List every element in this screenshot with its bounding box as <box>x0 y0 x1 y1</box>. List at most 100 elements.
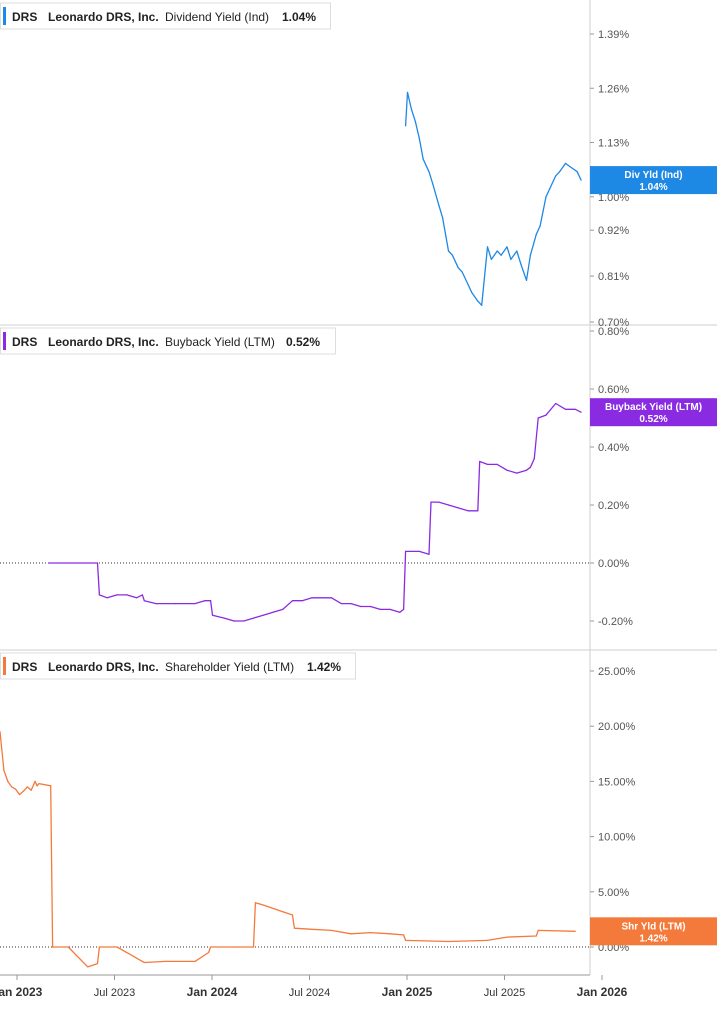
dividend-data-point <box>477 301 478 302</box>
buyback-data-point <box>204 600 205 601</box>
shareholder-data-point <box>87 966 88 967</box>
buyback-data-point <box>243 620 244 621</box>
buyback-data-point <box>538 417 539 418</box>
dividend-data-point <box>559 171 560 172</box>
buyback-data-point <box>263 615 264 616</box>
buyback-data-point <box>321 597 322 598</box>
dividend-data-point <box>491 259 492 260</box>
dividend-data-point <box>545 196 546 197</box>
buyback-data-point <box>428 554 429 555</box>
buyback-data-point <box>555 403 556 404</box>
y-tick-label: 0.60% <box>598 384 629 396</box>
buyback-data-point <box>438 502 439 503</box>
shareholder-data-point <box>31 790 32 791</box>
dividend-data-point <box>467 284 468 285</box>
shareholder-data-point <box>165 961 166 962</box>
shareholder-data-point <box>506 936 507 937</box>
buyback-data-point <box>448 504 449 505</box>
dividend-data-point <box>497 250 498 251</box>
legend-color-bar <box>3 657 6 675</box>
x-tick-label: Jan 2025 <box>382 985 433 999</box>
dividend-data-point <box>520 263 521 264</box>
x-tick-label: Jul 2023 <box>94 987 136 999</box>
dividend-data-point <box>415 121 416 122</box>
dividend-data-point <box>487 246 488 247</box>
legend-color-bar <box>3 332 6 350</box>
buyback-value-badge: Buyback Yield (LTM)0.52% <box>590 398 717 426</box>
shareholder-series-line[interactable] <box>0 732 575 967</box>
badge-value: 1.42% <box>639 933 667 944</box>
shareholder-data-point <box>142 961 143 962</box>
shareholder-data-point <box>97 963 98 964</box>
buyback-data-point <box>116 594 117 595</box>
buyback-data-point <box>565 409 566 410</box>
buyback-data-point <box>341 603 342 604</box>
dividend-data-point <box>530 255 531 256</box>
dividend-data-point <box>432 184 433 185</box>
shareholder-data-point <box>255 902 256 903</box>
buyback-data-point <box>175 603 176 604</box>
shareholder-data-point <box>52 946 53 947</box>
buyback-data-point <box>403 609 404 610</box>
buyback-data-point <box>380 609 381 610</box>
buyback-data-point <box>126 594 127 595</box>
shareholder-data-point <box>15 789 16 790</box>
x-tick-label: Jan 2026 <box>577 985 628 999</box>
x-tick-label: Jul 2024 <box>289 987 331 999</box>
dividend-data-point <box>577 171 578 172</box>
y-tick-label: 0.81% <box>598 271 629 283</box>
badge-label: Buyback Yield (LTM) <box>605 402 702 413</box>
legend-metric: Shareholder Yield (LTM) <box>165 660 294 674</box>
buyback-data-point <box>107 597 108 598</box>
legend-value: 0.52% <box>286 335 320 349</box>
buyback-data-point <box>282 609 283 610</box>
shareholder-data-point <box>575 931 576 932</box>
x-tick-label: Jan 2023 <box>0 985 43 999</box>
legend-value: 1.42% <box>307 660 341 674</box>
buyback-data-point <box>477 510 478 511</box>
shareholder-data-point <box>19 794 20 795</box>
buyback-data-point <box>516 473 517 474</box>
legend-ticker: DRS <box>12 335 37 349</box>
buyback-data-point <box>370 606 371 607</box>
dividend-data-point <box>405 125 406 126</box>
buyback-data-point <box>302 600 303 601</box>
shareholder-data-point <box>331 930 332 931</box>
buyback-data-point <box>350 603 351 604</box>
buyback-data-point <box>389 609 390 610</box>
dividend-data-point <box>501 255 502 256</box>
dividend-data-point <box>565 163 566 164</box>
buyback-data-point <box>506 470 507 471</box>
buyback-data-point <box>575 409 576 410</box>
buyback-data-point <box>526 470 527 471</box>
dividend-data-point <box>581 179 582 180</box>
buyback-data-point <box>272 612 273 613</box>
dividend-data-point <box>510 259 511 260</box>
y-tick-label: 0.92% <box>598 225 629 237</box>
y-tick-label: 10.00% <box>598 832 636 844</box>
dividend-data-point <box>407 92 408 93</box>
dividend-data-point <box>438 205 439 206</box>
shareholder-data-point <box>370 932 371 933</box>
y-tick-label: 0.00% <box>598 558 629 570</box>
dividend-series-line[interactable] <box>406 92 581 305</box>
y-tick-label: 1.39% <box>598 29 629 41</box>
buyback-data-point <box>311 597 312 598</box>
shareholder-data-point <box>23 791 24 792</box>
buyback-data-point <box>399 612 400 613</box>
shareholder-data-point <box>11 786 12 787</box>
dividend-data-point <box>571 167 572 168</box>
shareholder-data-point <box>194 961 195 962</box>
buyback-series-line[interactable] <box>49 404 581 622</box>
dividend-data-point <box>516 250 517 251</box>
dividend-data-point <box>419 138 420 139</box>
badge-value: 0.52% <box>639 414 667 425</box>
dividend-data-point <box>428 171 429 172</box>
badge-label: Shr Yld (LTM) <box>621 921 685 932</box>
